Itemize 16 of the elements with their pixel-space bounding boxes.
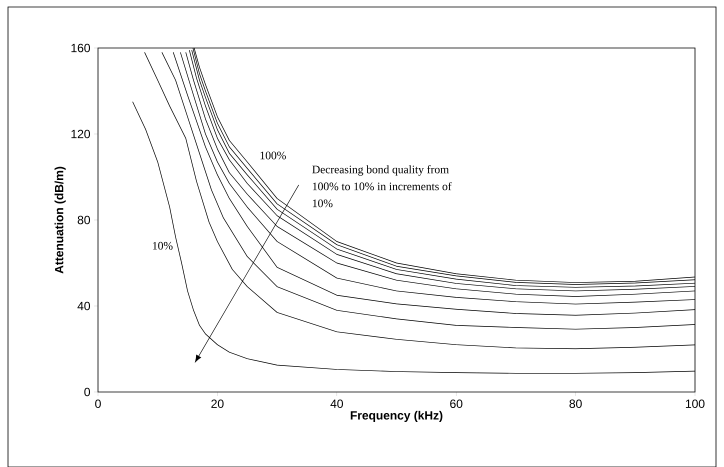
annotation: Decreasing bond quality from 100% to 10% in increments of 10%: [312, 164, 452, 208]
x-tick-label: 60: [450, 399, 462, 408]
y-tick-label: 120: [71, 130, 90, 138]
x-axis-title: Frequency (kHz): [350, 410, 442, 422]
x-tick-label: 20: [211, 399, 224, 408]
y-tick-label: 0: [84, 388, 90, 396]
y-tick-label: 160: [71, 44, 90, 52]
x-tick-label: 0: [95, 399, 101, 408]
y-tick-label: 80: [78, 216, 90, 224]
annotation: 100%: [260, 151, 286, 160]
x-tick-label: 40: [330, 399, 343, 408]
y-axis-title: Attenuation (dB/m): [54, 166, 66, 274]
x-tick-label: 100: [686, 399, 705, 408]
annotation: 10%: [152, 242, 173, 250]
y-tick-label: 40: [77, 302, 90, 310]
x-tick-label: 80: [569, 399, 582, 408]
